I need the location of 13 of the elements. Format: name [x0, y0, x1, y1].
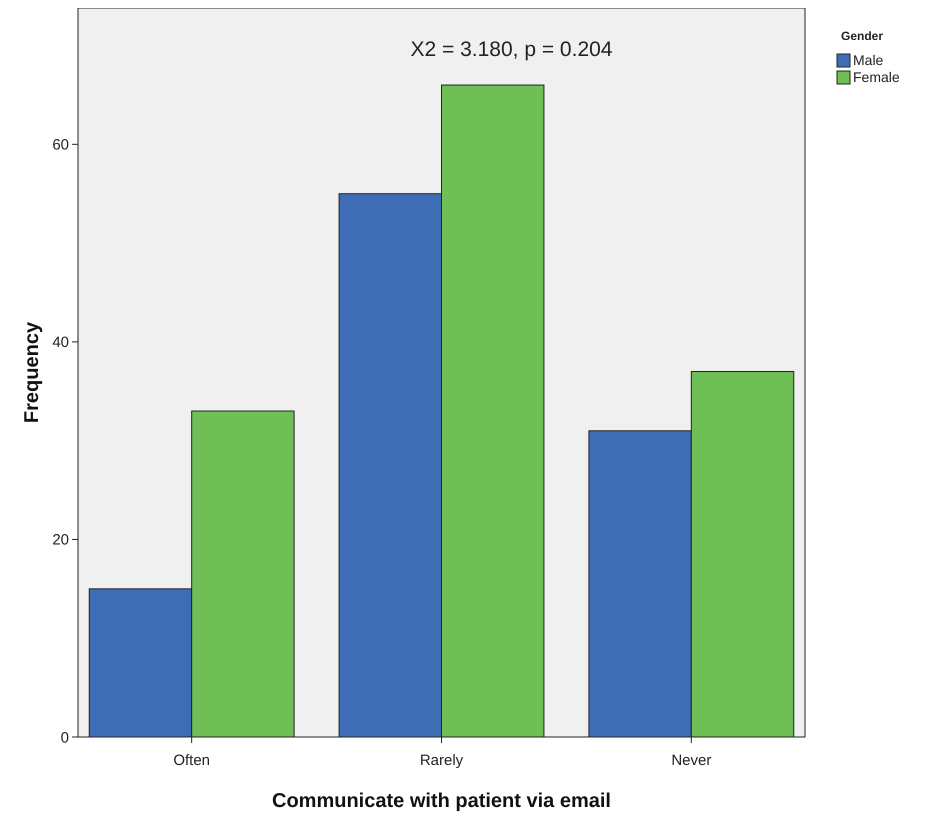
legend-label: Male	[853, 52, 884, 68]
y-tick-label: 60	[52, 136, 69, 154]
y-tick-label: 40	[52, 334, 69, 352]
legend-label: Female	[853, 69, 900, 85]
legend-title: Gender	[841, 29, 884, 43]
x-tick-label: Rarely	[420, 752, 464, 769]
x-axis-title: Communicate with patient via email	[272, 790, 611, 812]
x-tick-label: Often	[173, 752, 210, 769]
y-axis-title: Frequency	[21, 321, 43, 424]
annotation: X2 = 3.180, p = 0.204	[410, 38, 613, 61]
y-tick-label: 20	[52, 532, 69, 549]
x-tick-label: Never	[671, 752, 712, 769]
y-tick-label: 0	[60, 729, 69, 746]
